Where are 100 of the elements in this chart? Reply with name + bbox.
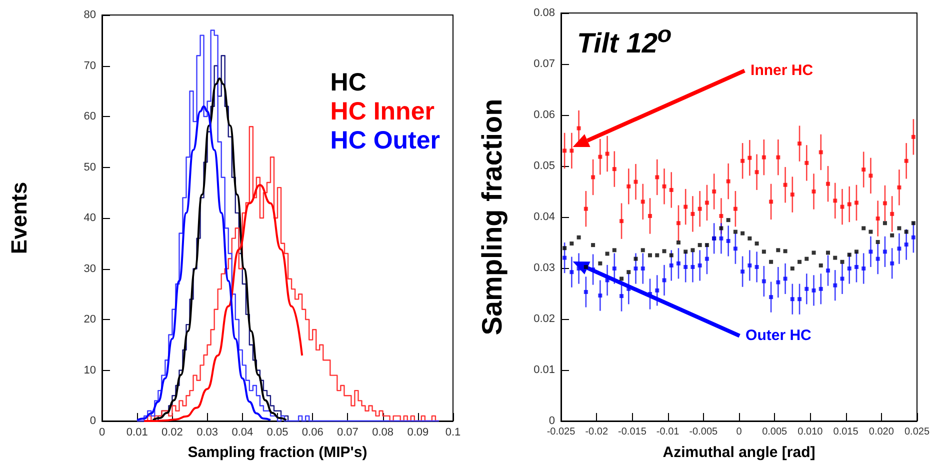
point: [612, 248, 616, 252]
x-tick-label: 0.015: [833, 426, 859, 438]
x-tick-label: 0.06: [302, 426, 324, 438]
y-tick-label: 0.04: [534, 211, 555, 223]
point: [840, 276, 844, 281]
point: [748, 236, 752, 240]
point: [840, 204, 844, 209]
point: [733, 206, 738, 211]
point: [598, 261, 602, 266]
point: [847, 266, 852, 271]
x-tick-label: 0.025: [904, 426, 930, 438]
point: [726, 179, 730, 184]
point: [684, 250, 688, 254]
y-tick-label: 0.06: [534, 109, 555, 121]
annotation: Tilt 12$^{o}$: [577, 21, 672, 60]
point: [762, 250, 766, 254]
text: Inner HC: [750, 62, 814, 79]
point: [812, 190, 816, 194]
point: [690, 264, 695, 269]
y-tick-label: 20: [84, 314, 96, 326]
x-tick-label: 0.05: [266, 426, 288, 438]
y-tick-label: 70: [84, 60, 96, 72]
y-tick-label: 0.08: [534, 7, 555, 19]
point: [620, 294, 624, 298]
point: [890, 212, 894, 216]
x-tick-label: 0.010: [798, 426, 824, 438]
point: [754, 242, 759, 246]
point: [726, 238, 730, 243]
point: [783, 182, 788, 187]
point: [684, 264, 688, 269]
point: [562, 256, 567, 260]
point: [783, 249, 788, 254]
point: [719, 214, 724, 218]
point: [676, 240, 680, 244]
y-tick-label: 40: [84, 212, 96, 224]
point: [748, 156, 752, 160]
point: [833, 198, 838, 203]
point: [804, 286, 809, 291]
point: [826, 268, 830, 273]
y-tick-label: 10: [84, 364, 96, 376]
point: [769, 260, 774, 264]
point: [584, 264, 588, 269]
point: [868, 230, 873, 234]
point: [790, 297, 794, 302]
point: [798, 260, 802, 264]
point: [911, 235, 916, 240]
point: [598, 154, 602, 159]
point: [626, 184, 631, 188]
x-tick-label: -0.025: [546, 426, 576, 438]
point: [854, 200, 858, 205]
point: [826, 182, 830, 186]
point: [612, 266, 616, 271]
point: [570, 148, 574, 153]
point: [833, 283, 838, 288]
y-tick-label: 0: [548, 415, 555, 427]
x-tick-label: 0.07: [336, 426, 358, 438]
point: [669, 253, 674, 258]
point: [648, 214, 652, 218]
point: [605, 152, 610, 156]
point: [634, 180, 638, 184]
y-tick-label: 50: [84, 161, 96, 174]
point: [804, 160, 809, 165]
point: [662, 249, 666, 254]
point: [776, 155, 780, 160]
y-tick-label: 0.03: [534, 262, 555, 274]
point: [605, 278, 610, 282]
point: [754, 170, 759, 174]
point: [704, 200, 709, 205]
point: [676, 221, 680, 226]
point: [690, 212, 695, 216]
text: HC Inner: [330, 98, 435, 126]
point: [576, 235, 581, 240]
line-series: [136, 105, 272, 421]
point: [570, 242, 574, 246]
y-axis-title: Sampling fraction: [476, 98, 508, 336]
point: [719, 236, 724, 240]
point: [612, 167, 616, 172]
point: [911, 221, 916, 226]
point: [655, 288, 660, 292]
series-label: Outer HC: [746, 326, 812, 344]
point: [897, 185, 902, 190]
point: [854, 264, 858, 269]
x-tick-label: 0.03: [196, 426, 218, 438]
point: [798, 297, 802, 302]
point: [740, 158, 745, 163]
y-tick-label: 30: [84, 262, 96, 275]
point: [669, 263, 674, 268]
point: [620, 276, 624, 281]
point: [882, 201, 887, 206]
point: [769, 295, 774, 300]
point: [626, 270, 631, 274]
point: [882, 221, 887, 226]
point: [712, 190, 716, 194]
point: [754, 264, 759, 269]
point: [648, 253, 652, 258]
point: [719, 226, 724, 230]
point: [698, 263, 702, 268]
x-tick-label: 0.09: [407, 426, 429, 438]
x-tick-label: -0.02: [585, 426, 608, 438]
point: [684, 204, 688, 209]
